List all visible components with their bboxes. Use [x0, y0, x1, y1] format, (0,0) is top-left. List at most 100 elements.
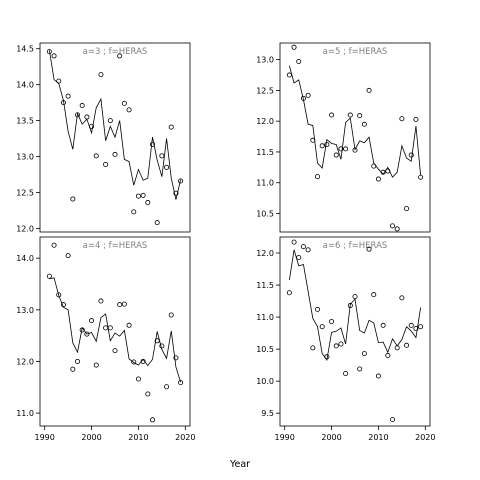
observation-point: [329, 319, 335, 325]
x-tick-label: 2020: [415, 433, 435, 442]
y-tick-label: 11.0: [16, 409, 34, 418]
observation-point: [126, 107, 132, 113]
y-tick-label: 11.5: [256, 281, 274, 290]
observation-point: [329, 112, 335, 118]
x-tick-label: 2000: [321, 433, 341, 442]
observation-point: [173, 190, 179, 196]
observation-point: [173, 355, 179, 361]
observation-point: [103, 325, 109, 331]
observation-point: [98, 298, 104, 304]
observation-point: [117, 53, 123, 59]
observation-point: [357, 113, 363, 119]
plot-frame: [39, 236, 191, 427]
observation-point: [107, 118, 113, 124]
observation-point: [131, 359, 137, 365]
observation-point: [93, 153, 99, 159]
observation-point: [286, 72, 292, 78]
y-tick-label: 9.5: [261, 409, 274, 418]
observation-point: [70, 196, 76, 202]
observation-point: [178, 178, 184, 184]
observation-point: [404, 342, 410, 348]
panel-a6: a=6 ; f=HERAS 9.5 10.0 10.5 11.0 11.5 12.0 1990…: [256, 236, 435, 442]
observation-point: [65, 93, 71, 99]
observation-point: [131, 209, 137, 215]
observation-point: [404, 206, 410, 212]
fit-line: [49, 277, 182, 383]
observation-point: [291, 44, 297, 50]
observation-point: [300, 244, 306, 250]
observation-point: [84, 114, 90, 120]
observation-point: [385, 353, 391, 359]
observation-point: [361, 121, 367, 127]
observation-point: [375, 176, 381, 182]
panel-title: a=6 ; f=HERAS: [323, 241, 388, 251]
observation-point: [408, 322, 414, 328]
y-tick-label: 11.0: [256, 313, 274, 322]
observation-point: [140, 192, 146, 198]
fit-line: [288, 65, 422, 178]
observation-point: [333, 152, 339, 158]
observation-point: [375, 373, 381, 379]
observation-point: [159, 153, 165, 159]
observation-point: [121, 301, 127, 307]
x-tick-label: 1990: [35, 433, 55, 442]
x-tick-label: 1990: [275, 433, 295, 442]
observation-point: [314, 306, 320, 312]
y-tick-label: 10.5: [256, 345, 274, 354]
observation-point: [135, 193, 141, 199]
observation-point: [361, 351, 367, 357]
observation-point: [389, 417, 395, 423]
observation-point: [149, 141, 155, 147]
observation-point: [343, 370, 349, 376]
observation-point: [394, 226, 400, 232]
observation-point: [413, 116, 419, 122]
y-tick-label: 12.5: [256, 86, 274, 95]
observation-point: [310, 345, 316, 351]
panel-a5: a=5 ; f=HERAS 10.5 11.0 11.5 12.0 12.5 13.0: [256, 42, 431, 233]
observation-point: [178, 380, 184, 386]
x-tick-label: 2000: [81, 433, 101, 442]
observation-point: [389, 223, 395, 229]
y-tick-label: 10.0: [256, 377, 274, 386]
observation-point: [314, 174, 320, 180]
observation-point: [343, 146, 349, 152]
observation-point: [112, 348, 118, 354]
observation-point: [112, 151, 118, 157]
observation-point: [107, 325, 113, 331]
observation-point: [319, 143, 325, 149]
y-tick-label: 12.5: [16, 188, 34, 197]
observation-point: [51, 53, 57, 59]
observation-point: [319, 324, 325, 330]
observation-point: [296, 255, 302, 261]
observation-point: [291, 239, 297, 245]
plot-frame: [279, 236, 431, 427]
x-tick-label: 2010: [128, 433, 148, 442]
observation-point: [168, 312, 174, 318]
observation-point: [56, 292, 62, 298]
observation-point: [418, 324, 424, 330]
y-tick-label: 14.0: [16, 81, 34, 90]
observation-point: [79, 103, 85, 109]
panel-title: a=5 ; f=HERAS: [323, 47, 388, 57]
y-tick-label: 12.0: [256, 117, 274, 126]
observation-point: [121, 100, 127, 106]
observation-point: [135, 376, 141, 382]
observation-point: [164, 164, 170, 170]
observation-point: [305, 247, 311, 253]
observation-point: [338, 341, 344, 347]
observation-point: [126, 322, 132, 328]
observation-point: [46, 273, 52, 279]
panel-title: a=3 ; f=HERAS: [83, 47, 148, 57]
fit-line: [288, 249, 422, 362]
y-tick-label: 13.0: [16, 153, 34, 162]
plot-frame: [39, 42, 191, 233]
y-tick-label: 13.0: [16, 306, 34, 315]
y-tick-label: 12.0: [256, 249, 274, 258]
y-tick-label: 14.5: [16, 45, 34, 54]
observation-point: [51, 242, 57, 248]
observation-point: [70, 366, 76, 372]
observation-point: [145, 391, 151, 397]
y-tick-label: 13.0: [256, 56, 274, 65]
observation-point: [286, 290, 292, 296]
